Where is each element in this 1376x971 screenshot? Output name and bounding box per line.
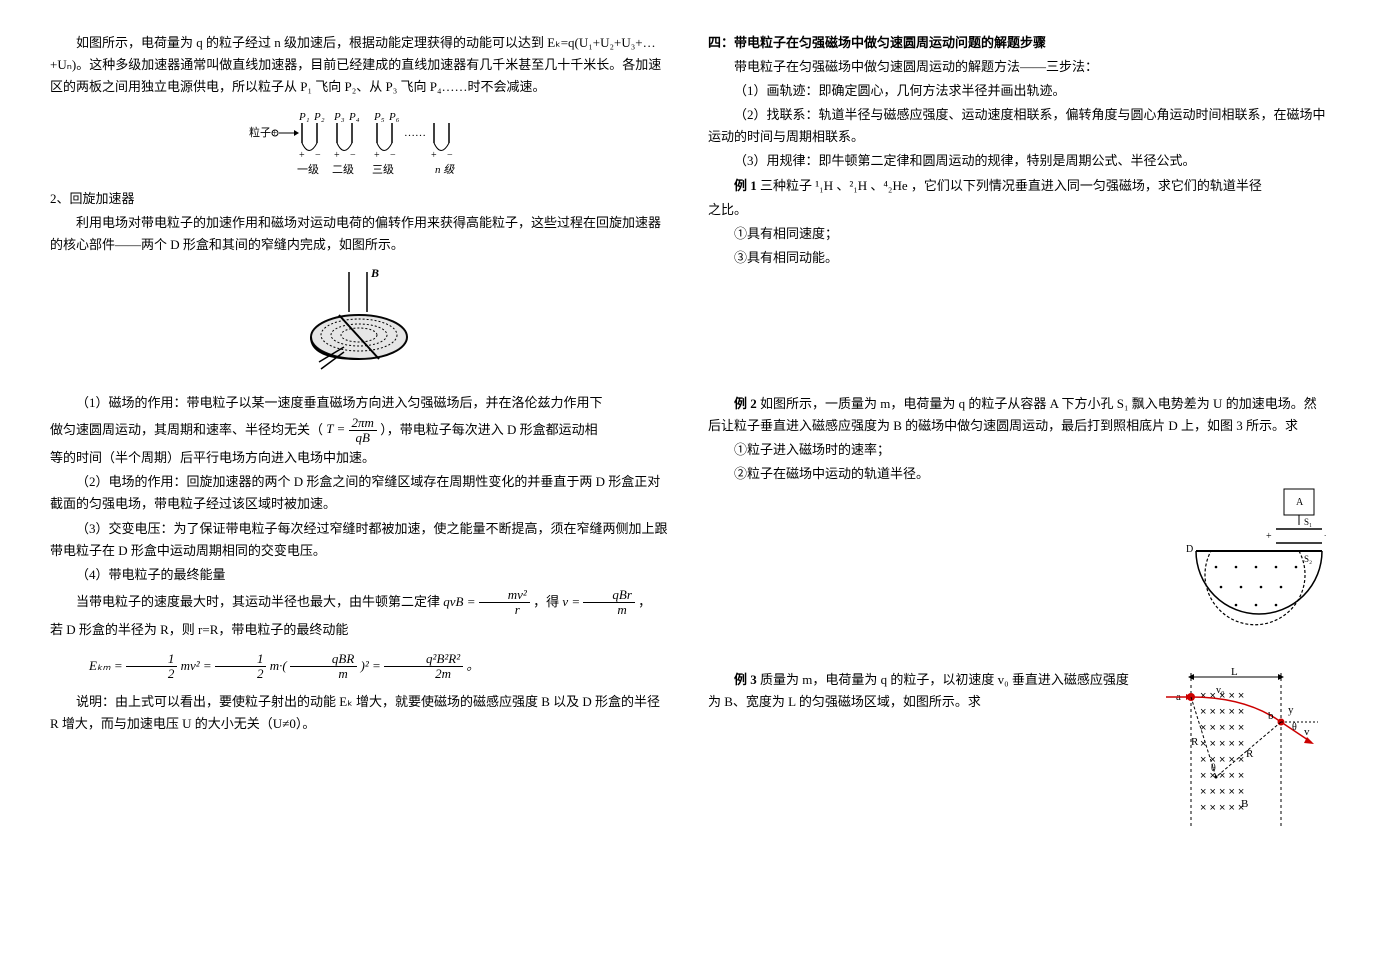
svg-text:P₆: P₆ xyxy=(388,111,400,123)
svg-text:+: + xyxy=(431,150,437,161)
svg-text:× × × × ×: × × × × × xyxy=(1200,722,1244,734)
ex1c: 之比。 xyxy=(708,199,1326,221)
svg-text:+: + xyxy=(374,150,380,161)
svg-text:−: − xyxy=(315,150,321,161)
svg-text:y: y xyxy=(1288,704,1294,716)
sub4a: 当带电粒子的速度最大时，其运动半径也最大，由牛顿第二定律 xyxy=(76,594,443,609)
svg-text:+: + xyxy=(1266,531,1272,542)
svg-text:v: v xyxy=(1304,726,1310,738)
svg-text:D: D xyxy=(1186,544,1193,555)
svg-text:R: R xyxy=(1191,736,1199,748)
ex3-text: 质量为 m，电荷量为 q 的粒子，以初速度 v₀ 垂直进入磁感应强度为 B、宽度… xyxy=(708,672,1129,709)
svg-text:粒子: 粒子 xyxy=(249,125,271,139)
ex2-2: ②粒子在磁场中运动的轨道半径。 xyxy=(708,463,1326,485)
svg-text:B: B xyxy=(370,267,379,280)
svg-text:θ: θ xyxy=(1211,763,1216,774)
svg-text:二级: 二级 xyxy=(332,163,354,176)
svg-text:P₂: P₂ xyxy=(313,111,325,123)
svg-text:B: B xyxy=(1241,798,1248,810)
sub4c: ， xyxy=(638,594,651,609)
r-s2: （2）找联系：轨道半径与磁感应强度、运动速度相联系，偏转角度与圆心角运动时间相联… xyxy=(708,104,1326,148)
linear-accelerator-figure: P₁ P₂ P₃ P₄ P₅ P₆ 粒子 + …… xyxy=(50,108,668,178)
left-column: 如图所示，电荷量为 q 的粒子经过 n 级加速后，根据动能定理获得的动能可以达到… xyxy=(50,30,668,844)
svg-text:P₁: P₁ xyxy=(298,111,310,123)
svg-text:+: + xyxy=(334,150,340,161)
cyclotron-svg: B xyxy=(289,267,429,382)
ex3-label: 例 3 xyxy=(734,672,757,687)
cyclotron-figure: B xyxy=(50,267,668,382)
example-1: 例 1 三种粒子 ¹₁H 、²₁H 、⁴₂He ，它们以下列情况垂直进入同一匀强… xyxy=(708,175,1326,197)
note: 说明：由上式可以看出，要使粒子射出的动能 Eₖ 增大，就要使磁场的磁感应强度 B… xyxy=(50,691,668,735)
svg-text:R: R xyxy=(1246,748,1254,760)
sub4a-line: 当带电粒子的速度最大时，其运动半径也最大，由牛顿第二定律 qvB = mv²r … xyxy=(50,588,668,618)
sub1: （1）磁场的作用：带电粒子以某一速度垂直磁场方向进入匀强磁场后，并在洛伦兹力作用… xyxy=(50,392,668,414)
section-4-title: 四：带电粒子在匀强磁场中做匀速圆周运动问题的解题步骤 xyxy=(708,32,1326,54)
ex2-1: ①粒子进入磁场时的速率； xyxy=(708,439,1326,461)
spacer2 xyxy=(708,637,1326,667)
linear-accelerator-svg: P₁ P₂ P₃ P₄ P₅ P₆ 粒子 + …… xyxy=(239,108,479,178)
svg-text:−: − xyxy=(1324,531,1326,542)
svg-text:P₃: P₃ xyxy=(333,111,345,123)
right-column: 四：带电粒子在匀强磁场中做匀速圆周运动问题的解题步骤 带电粒子在匀强磁场中做匀速… xyxy=(708,30,1326,844)
svg-text:× × × × ×: × × × × × xyxy=(1200,786,1244,798)
svg-text:θ: θ xyxy=(1292,722,1297,733)
ex3-figure-wrap: L × × × × × × × × × × × × × × × × × × × … xyxy=(1146,667,1326,844)
svg-text:S₂: S₂ xyxy=(1304,554,1312,564)
svg-text:一级: 一级 xyxy=(297,163,319,176)
ex1-1: ①具有相同速度； xyxy=(708,223,1326,245)
r-p1: 带电粒子在匀强磁场中做匀速圆周运动的解题方法——三步法： xyxy=(708,56,1326,78)
sub4b: ，得 xyxy=(533,594,562,609)
sub4d: 若 D 形盒的半径为 R，则 r=R，带电粒子的最终动能 xyxy=(50,619,668,641)
svg-text:b: b xyxy=(1268,710,1274,722)
page: 如图所示，电荷量为 q 的粒子经过 n 级加速后，根据动能定理获得的动能可以达到… xyxy=(50,30,1326,844)
svg-text:v₀: v₀ xyxy=(1216,685,1225,696)
ex1-2: ③具有相同动能。 xyxy=(708,247,1326,269)
svg-text:n 级: n 级 xyxy=(435,163,455,176)
item2-p1: 利用电场对带电粒子的加速作用和磁场对运动电荷的偏转作用来获得高能粒子，这些过程在… xyxy=(50,212,668,256)
spacer xyxy=(708,271,1326,391)
left-p1: 如图所示，电荷量为 q 的粒子经过 n 级加速后，根据动能定理获得的动能可以达到… xyxy=(50,32,668,98)
svg-text:三级: 三级 xyxy=(372,163,394,176)
svg-text:× × × × ×: × × × × × xyxy=(1200,754,1244,766)
svg-text:−: − xyxy=(350,150,356,161)
item2-title: 2、回旋加速器 xyxy=(50,188,668,210)
sub1b-line: 做匀速圆周运动，其周期和速率、半径均无关（ T = 2πmqB ），带电粒子每次… xyxy=(50,416,668,446)
sub4: （4）带电粒子的最终能量 xyxy=(50,564,668,586)
ex1-text: 三种粒子 ¹₁H 、²₁H 、⁴₂He ，它们以下列情况垂直进入同一匀强磁场，求… xyxy=(760,178,1262,193)
formula-qvB: qvB = mv²r xyxy=(443,594,533,609)
svg-text:−: − xyxy=(390,150,396,161)
svg-text:S₁: S₁ xyxy=(1304,517,1312,527)
svg-text:A: A xyxy=(1296,497,1304,508)
ex2-figure-wrap: A S₁ + − D S₂ xyxy=(708,487,1326,637)
svg-text:L: L xyxy=(1231,667,1238,678)
r-s1: （1）画轨迹：即确定圆心，几何方法求半径并画出轨迹。 xyxy=(708,80,1326,102)
formula-v: v = qBrm xyxy=(562,594,638,609)
svg-text:+: + xyxy=(299,150,305,161)
magnetic-slab-svg: L × × × × × × × × × × × × × × × × × × × … xyxy=(1146,667,1326,837)
sub1b: 做匀速圆周运动，其周期和速率、半径均无关（ xyxy=(50,421,326,436)
svg-text:P₄: P₄ xyxy=(348,111,360,123)
svg-text:× × × × ×: × × × × × xyxy=(1200,706,1244,718)
sub1d: 等的时间（半个周期）后平行电场方向进入电场中加速。 xyxy=(50,447,668,469)
mass-spectrometer-svg: A S₁ + − D S₂ xyxy=(1136,487,1326,637)
svg-text:P₅: P₅ xyxy=(373,111,385,123)
example-2: 例 2 如图所示，一质量为 m，电荷量为 q 的粒子从容器 A 下方小孔 S₁ … xyxy=(708,393,1326,437)
sub2: （2）电场的作用：回旋加速器的两个 D 形盒之间的窄缝区域存在周期性变化的并垂直… xyxy=(50,471,668,515)
svg-text:+: + xyxy=(272,128,277,138)
formula-Emax: Eₖₘ = 12 mv² = 12 m·( qBRm )² = q²B²R²2m… xyxy=(50,652,668,682)
sub1c: ），带电粒子每次进入 D 形盒都运动相 xyxy=(380,421,597,436)
svg-text:−: − xyxy=(447,150,453,161)
svg-text:× × × × ×: × × × × × xyxy=(1200,738,1244,750)
ex2-label: 例 2 xyxy=(734,396,757,411)
svg-text:……: …… xyxy=(404,127,426,139)
r-s3: （3）用规律：即牛顿第二定律和圆周运动的规律，特别是周期公式、半径公式。 xyxy=(708,150,1326,172)
ex2-text: 如图所示，一质量为 m，电荷量为 q 的粒子从容器 A 下方小孔 S₁ 飘入电势… xyxy=(708,396,1317,433)
formula-T: T = 2πmqB xyxy=(326,421,380,436)
ex1-label: 例 1 xyxy=(734,178,757,193)
svg-text:× × × × ×: × × × × × xyxy=(1200,802,1244,814)
sub3: （3）交变电压：为了保证带电粒子每次经过窄缝时都被加速，使之能量不断提高，须在窄… xyxy=(50,518,668,562)
